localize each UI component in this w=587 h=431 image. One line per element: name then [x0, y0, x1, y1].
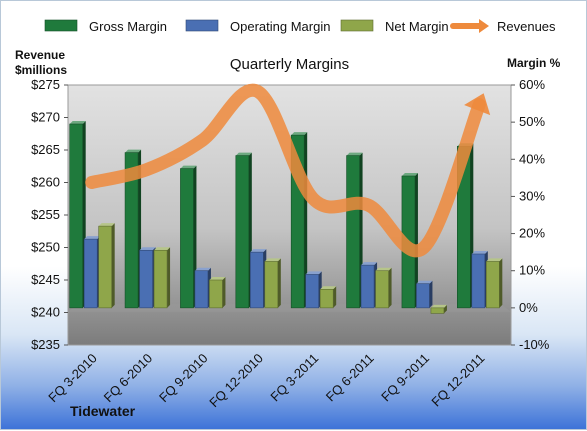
legend-gross-margin-label: Gross Margin [89, 19, 167, 34]
net-margin-bar-1 [99, 226, 112, 308]
right-tick-label: 10% [519, 263, 545, 278]
operating-margin-bar-1 [84, 239, 97, 308]
company-name: Tidewater [70, 403, 136, 419]
left-tick-label: $260 [31, 175, 60, 190]
category-label: FQ 3-2010 [45, 351, 100, 406]
legend-revenues-arrow [479, 19, 489, 33]
category-label: FQ 3-2011 [267, 351, 321, 405]
right-tick-label: 50% [519, 114, 545, 129]
gross-margin-bar-1 [70, 124, 83, 308]
left-tick-label: $235 [31, 337, 60, 352]
net-margin-bar-4-side [278, 258, 281, 307]
right-tick-label: 30% [519, 188, 545, 203]
left-tick-label: $245 [31, 272, 60, 287]
operating-margin-bar-7-side [429, 281, 432, 308]
net-margin-bar-2 [154, 250, 167, 308]
right-tick-label: 60% [519, 77, 545, 92]
right-tick-label: 0% [519, 300, 538, 315]
operating-margin-bar-6 [361, 265, 374, 308]
operating-margin-bar-5 [306, 274, 319, 307]
operating-margin-bar-3 [195, 271, 208, 308]
net-margin-bar-6-side [389, 268, 392, 308]
net-margin-bar-8-side [499, 258, 502, 307]
chart-title: Quarterly Margins [230, 56, 349, 73]
right-tick-label: -10% [519, 337, 550, 352]
legend-revenues-label: Revenues [497, 19, 556, 34]
category-label: FQ 12-2011 [428, 351, 487, 410]
left-tick-label: $250 [31, 240, 60, 255]
right-axis-title: Margin % [507, 56, 561, 70]
gross-margin-bar-6 [347, 156, 360, 308]
legend-gross-margin-swatch [45, 20, 77, 31]
category-label: FQ 12-2010 [206, 351, 266, 411]
operating-margin-bar-2 [140, 250, 153, 308]
legend-operating-margin-label: Operating Margin [230, 19, 330, 34]
left-tick-label: $275 [31, 77, 60, 92]
legend-operating-margin-swatch [186, 20, 218, 31]
net-margin-bar-6 [376, 271, 389, 308]
legend-net-margin-swatch [341, 20, 373, 31]
left-tick-label: $270 [31, 110, 60, 125]
left-axis-title-line1: Revenue [15, 48, 65, 62]
category-label: FQ 6-2010 [101, 351, 156, 406]
net-margin-bar-5 [320, 289, 333, 308]
category-label: FQ 9-2010 [156, 351, 211, 406]
left-axis-title-line2: $millions [15, 63, 67, 77]
net-margin-bar-4 [265, 261, 278, 307]
net-margin-bar-3-side [222, 277, 225, 308]
right-tick-label: 40% [519, 151, 545, 166]
right-tick-label: 20% [519, 226, 545, 241]
left-tick-label: $255 [31, 207, 60, 222]
legend-net-margin-label: Net Margin [385, 19, 449, 34]
net-margin-bar-2-side [167, 247, 170, 308]
operating-margin-bar-8 [472, 254, 485, 308]
net-margin-bar-3 [209, 280, 222, 308]
net-margin-bar-8 [486, 261, 499, 307]
net-margin-bar-1-side [112, 223, 115, 308]
net-margin-bar-7 [431, 308, 444, 314]
category-label: FQ 6-2011 [323, 351, 377, 405]
left-tick-label: $240 [31, 305, 60, 320]
gross-margin-bar-3 [180, 169, 193, 308]
category-label: FQ 9-2011 [378, 351, 432, 405]
operating-margin-bar-4 [250, 252, 263, 308]
net-margin-bar-5-side [333, 286, 336, 308]
operating-margin-bar-7 [416, 284, 429, 308]
gross-margin-bar-4 [236, 156, 249, 308]
left-tick-label: $265 [31, 142, 60, 157]
